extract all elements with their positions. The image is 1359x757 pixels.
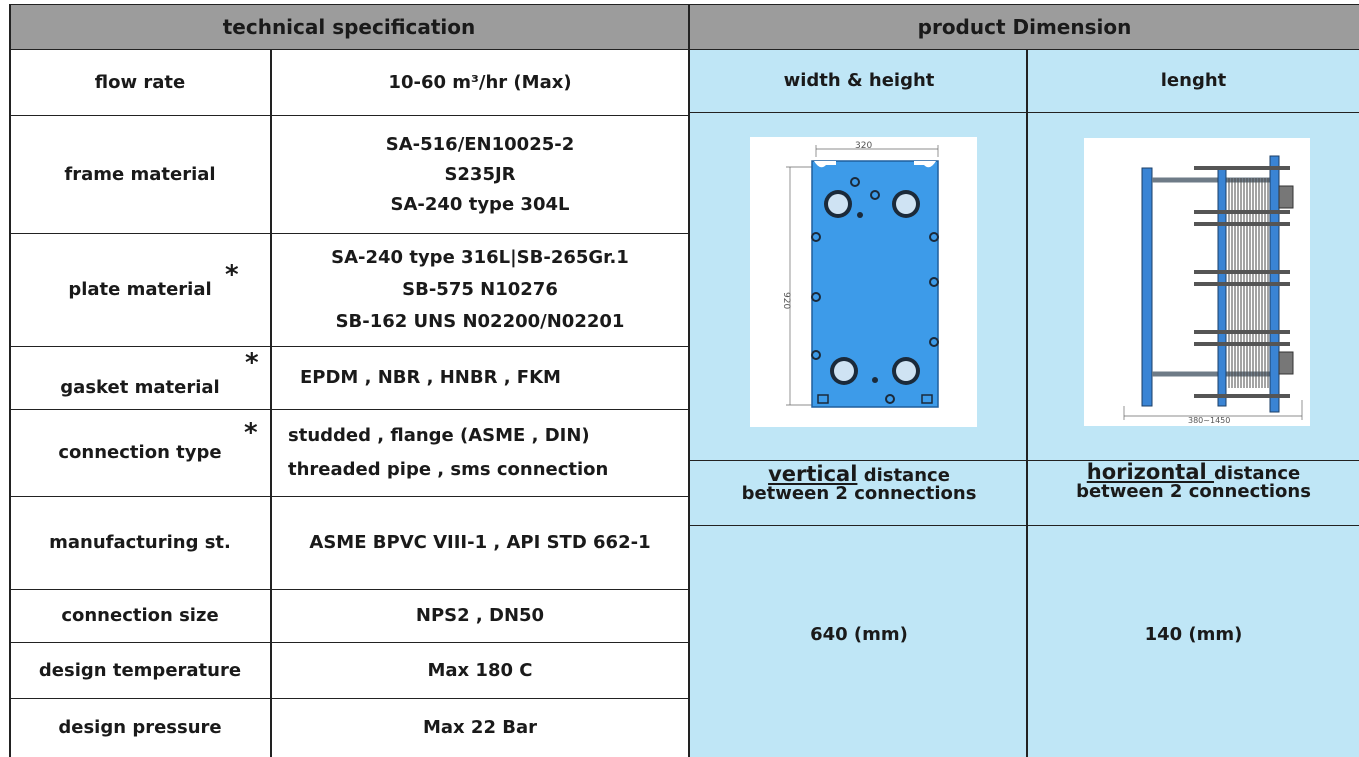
- frame-drawing: 380~1450: [1084, 138, 1310, 426]
- vertical-distance-label: vertical distance between 2 connections: [741, 462, 977, 504]
- grid-line: [690, 112, 1359, 113]
- length-title: lenght: [1160, 70, 1227, 91]
- spec-label-frame-material: frame material: [64, 163, 216, 185]
- spec-label-connection-type: connection type: [58, 442, 222, 463]
- grid-line: [10, 642, 688, 643]
- spec-value-manufacturing-standard: ASME BPVC VIII-1 , API STD 662-1: [309, 532, 651, 553]
- spec-label-manufacturing-standard: manufacturing st.: [49, 532, 231, 553]
- svg-text:380~1450: 380~1450: [1188, 416, 1230, 425]
- spec-value-gasket-material: EPDM , NBR , HNBR , FKM: [300, 367, 561, 388]
- grid-line: [10, 49, 1359, 50]
- width-height-title: width & height: [783, 70, 935, 91]
- spec-value-plate-material: SA-240 type 316L|SB-265Gr.1 SB-575 N1027…: [331, 247, 629, 332]
- product-dimension-header: product Dimension: [690, 5, 1359, 49]
- grid-line: [10, 589, 688, 590]
- vertical-distance-value: 640 (mm): [810, 624, 908, 645]
- spec-value-frame-material: SA-516/EN10025-2 S235JR SA-240 type 304L: [385, 133, 575, 215]
- frame-side-view-diagram: 380~1450: [1123, 155, 1304, 425]
- spec-value-flow-rate: 10-60 m³/hr (Max): [388, 71, 572, 93]
- grid-line: [270, 49, 272, 757]
- spec-label-design-temperature: design temperature: [38, 659, 242, 681]
- horizontal-distance-value: 140 (mm): [1144, 624, 1243, 645]
- grid-line: [1026, 49, 1028, 757]
- plate-drawing: 320 920: [750, 137, 977, 427]
- spec-label-plate-material: plate material: [68, 279, 212, 300]
- spec-label-connection-size: connection size: [61, 605, 219, 626]
- connection-type-asterisk: *: [244, 418, 258, 448]
- svg-text:320: 320: [855, 141, 872, 151]
- spec-value-connection-type: studded , flange (ASME , DIN) threaded p…: [288, 425, 609, 480]
- spec-label-flow-rate: flow rate: [94, 71, 186, 93]
- plate-material-asterisk: *: [225, 260, 239, 290]
- grid-line: [10, 233, 688, 234]
- grid-line: [10, 698, 688, 699]
- plate-front-view-diagram: 320 920: [781, 141, 939, 408]
- grid-line: [10, 346, 688, 347]
- spec-label-gasket-material: gasket material: [60, 377, 220, 398]
- spec-value-design-pressure: Max 22 Bar: [423, 717, 537, 738]
- grid-line: [10, 115, 688, 116]
- spec-value-connection-size: NPS2 , DN50: [415, 605, 545, 626]
- technical-specification-header: technical specification: [10, 5, 688, 49]
- grid-line: [10, 409, 688, 410]
- grid-line: [10, 496, 688, 497]
- horizontal-distance-label: horizontal distance between 2 connection…: [1076, 460, 1311, 502]
- grid-line: [690, 460, 1359, 461]
- spec-value-design-temperature: Max 180 C: [427, 659, 533, 681]
- grid-line: [9, 4, 11, 757]
- spec-label-design-pressure: design pressure: [58, 717, 222, 738]
- grid-line: [10, 4, 1359, 5]
- grid-line: [690, 525, 1359, 526]
- gasket-material-asterisk: *: [245, 348, 259, 378]
- svg-text:920: 920: [781, 292, 791, 309]
- grid-line: [688, 4, 690, 757]
